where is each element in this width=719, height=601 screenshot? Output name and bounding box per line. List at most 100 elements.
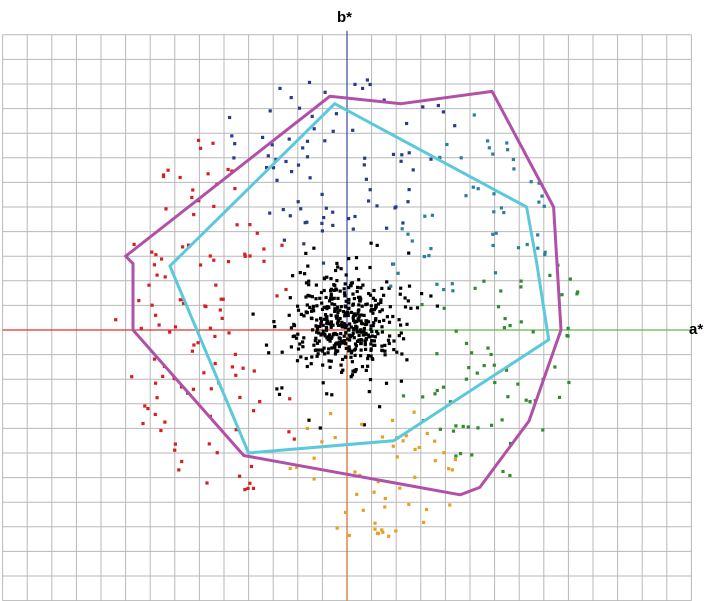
data-point xyxy=(322,216,326,220)
data-point xyxy=(303,272,307,276)
data-point xyxy=(369,304,373,308)
data-point xyxy=(163,420,167,424)
data-point xyxy=(340,320,344,324)
data-point xyxy=(275,294,279,298)
data-point xyxy=(289,96,293,100)
data-point xyxy=(355,492,359,496)
data-point xyxy=(340,325,345,329)
data-point xyxy=(508,324,512,328)
data-point xyxy=(307,80,312,84)
data-point xyxy=(536,246,540,250)
data-point xyxy=(422,520,426,524)
data-point xyxy=(321,381,325,385)
data-point xyxy=(357,333,361,337)
data-point xyxy=(284,159,288,164)
data-point xyxy=(130,375,134,379)
data-point xyxy=(298,342,302,346)
data-point xyxy=(575,292,579,296)
data-point xyxy=(319,333,323,337)
data-point xyxy=(332,283,336,287)
data-point xyxy=(454,329,458,333)
data-point xyxy=(407,251,411,255)
data-point xyxy=(192,213,196,217)
data-point xyxy=(211,141,215,145)
data-point xyxy=(270,143,274,147)
data-point xyxy=(154,313,158,317)
data-point xyxy=(368,293,373,297)
data-point xyxy=(331,333,335,337)
data-point xyxy=(359,286,363,290)
data-point xyxy=(347,301,351,305)
data-point xyxy=(543,250,547,254)
data-point xyxy=(351,292,355,296)
data-point xyxy=(367,199,371,203)
data-point xyxy=(166,168,170,172)
data-point xyxy=(281,208,285,212)
data-point xyxy=(354,256,359,260)
data-point xyxy=(356,312,360,316)
data-point xyxy=(289,326,293,330)
data-point xyxy=(143,404,147,408)
data-point xyxy=(506,395,510,399)
data-point xyxy=(373,298,377,302)
data-point xyxy=(369,309,373,313)
data-point xyxy=(420,292,424,296)
data-point xyxy=(493,271,498,275)
data-point xyxy=(273,325,277,329)
data-point xyxy=(320,301,324,305)
data-point xyxy=(490,423,494,427)
data-point xyxy=(380,308,384,312)
data-point xyxy=(290,170,294,174)
data-point xyxy=(324,328,329,332)
data-point xyxy=(337,342,341,346)
data-point xyxy=(385,315,389,319)
data-point xyxy=(386,338,391,342)
data-point xyxy=(299,355,303,359)
data-point xyxy=(207,442,211,446)
data-point xyxy=(410,239,414,243)
data-point xyxy=(319,316,323,320)
data-point xyxy=(337,345,341,349)
data-point xyxy=(473,286,477,290)
data-point xyxy=(348,338,352,342)
data-point xyxy=(347,327,351,331)
data-point xyxy=(369,241,373,245)
data-point xyxy=(447,467,451,471)
data-point xyxy=(284,287,288,292)
data-point xyxy=(491,152,495,156)
data-point xyxy=(397,318,401,322)
data-point xyxy=(197,138,201,142)
data-point xyxy=(354,319,358,324)
data-point xyxy=(360,365,365,369)
data-point xyxy=(360,338,364,342)
data-point xyxy=(153,412,157,416)
data-point xyxy=(341,341,345,345)
data-point xyxy=(343,325,347,330)
data-point xyxy=(288,466,292,471)
data-point xyxy=(288,296,292,300)
data-point xyxy=(368,265,372,270)
data-point xyxy=(310,295,314,299)
data-point xyxy=(334,112,338,116)
data-point xyxy=(461,424,465,428)
data-point xyxy=(353,82,357,86)
data-point xyxy=(391,262,396,266)
data-point xyxy=(234,428,238,432)
data-point xyxy=(320,348,324,352)
data-point xyxy=(354,344,358,348)
data-point xyxy=(248,223,252,227)
data-point xyxy=(202,371,206,375)
data-point xyxy=(529,180,533,184)
data-point xyxy=(402,337,406,341)
data-point xyxy=(212,258,216,262)
data-point xyxy=(280,350,284,354)
data-point xyxy=(332,296,336,300)
data-point xyxy=(349,351,353,355)
data-point xyxy=(299,312,303,316)
data-point xyxy=(322,277,326,281)
data-point xyxy=(395,455,399,459)
data-point xyxy=(317,348,321,352)
data-point xyxy=(359,342,363,346)
data-point xyxy=(343,324,347,328)
data-point xyxy=(373,527,377,531)
